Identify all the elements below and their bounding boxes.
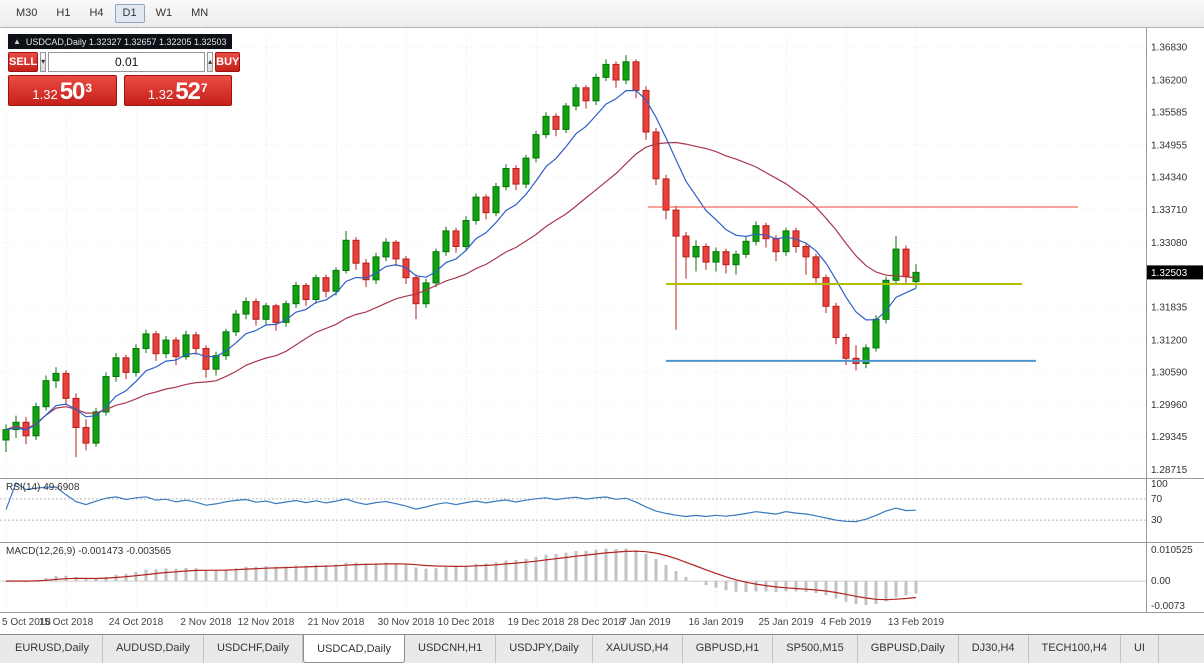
timeframe-button-w1[interactable]: W1 [155, 7, 173, 19]
rsi-axis-label: 70 [1151, 494, 1163, 505]
price-axis-label: 1.34340 [1151, 172, 1188, 183]
chart-tab-gbpusd-h1[interactable]: GBPUSD,H1 [683, 635, 774, 663]
date-label: 2 Nov 2018 [180, 617, 232, 628]
volume-increase-button[interactable]: ▴ [207, 52, 214, 72]
rsi-axis-label: 30 [1151, 515, 1163, 526]
rsi-indicator-panel[interactable]: RSI(14) 49.6908 100 70 30 [0, 478, 1204, 542]
chart-tab-usdcnh-h1[interactable]: USDCNH,H1 [405, 635, 497, 663]
macd-label: MACD(12,26,9) -0.001473 -0.003565 [6, 546, 172, 557]
main-price-chart-panel[interactable]: ▲ USDCAD,Daily 1.32327 1.32657 1.32205 1… [0, 28, 1204, 478]
date-label: 7 Jan 2019 [621, 617, 671, 628]
price-axis-label: 1.30590 [1151, 367, 1188, 378]
sell-price-tile[interactable]: 1.32 50 3 [8, 75, 117, 106]
buy-button[interactable]: BUY [215, 52, 241, 72]
date-label: 24 Oct 2018 [108, 617, 164, 628]
sell-price-prefix: 1.32 [32, 87, 58, 102]
buy-price-pip: 7 [200, 81, 208, 95]
macd-signal-line [5, 550, 917, 601]
macd-axis-label: 0.00 [1151, 576, 1171, 587]
chart-tab-eurusd-daily[interactable]: EURUSD,Daily [2, 635, 103, 663]
date-label: 13 Feb 2019 [887, 617, 945, 628]
chart-tab-dj30-h4[interactable]: DJ30,H4 [959, 635, 1029, 663]
macd-chart-canvas[interactable]: 0.010525 0.00 -0.0073 [0, 543, 1204, 612]
chart-tab-usdjpy-daily[interactable]: USDJPY,Daily [496, 635, 593, 663]
chart-tab-usdcad-daily[interactable]: USDCAD,Daily [303, 635, 406, 663]
sell-price-pip: 3 [85, 81, 93, 95]
timeframe-button-h1[interactable]: H1 [56, 7, 71, 19]
chevron-up-icon: ▴ [208, 57, 213, 66]
price-axis-label: 1.31835 [1151, 303, 1188, 314]
rsi-axis-label: 100 [1151, 479, 1168, 490]
collapse-icon[interactable]: ▲ [13, 37, 21, 46]
date-label: 4 Feb 2019 [820, 617, 872, 628]
date-label: 12 Nov 2018 [237, 617, 295, 628]
price-axis-label: 1.28715 [1151, 465, 1188, 476]
date-label: 28 Dec 2018 [567, 617, 625, 628]
buy-price-prefix: 1.32 [147, 87, 174, 102]
timeframe-toolbar: M30 H1 H4 D1 W1 MN [0, 0, 1204, 28]
price-axis-label: 1.29960 [1151, 400, 1188, 411]
macd-indicator-panel[interactable]: MACD(12,26,9) -0.001473 -0.003565 0.0105… [0, 542, 1204, 612]
volume-decrease-button[interactable]: ▾ [40, 52, 47, 72]
price-axis-label: 1.36830 [1151, 43, 1188, 54]
chart-tab-audusd-daily[interactable]: AUDUSD,Daily [103, 635, 204, 663]
chart-tab-usdchf-daily[interactable]: USDCHF,Daily [204, 635, 304, 663]
timeframe-button-m30[interactable]: M30 [16, 7, 38, 19]
slow-moving-average-line [5, 141, 917, 431]
macd-axis-label: 0.010525 [1151, 545, 1193, 556]
one-click-trading-panel: ▲ USDCAD,Daily 1.32327 1.32657 1.32205 1… [8, 34, 241, 106]
date-label: 15 Oct 2018 [38, 617, 94, 628]
price-axis-label: 1.31200 [1151, 336, 1188, 347]
price-chart-canvas[interactable]: 1.36830 1.36200 1.35585 1.34955 1.34340 1.337… [0, 28, 1204, 478]
timeframe-button-h4[interactable]: H4 [89, 7, 104, 19]
chevron-down-icon: ▾ [41, 57, 46, 66]
date-label: 25 Jan 2019 [758, 617, 814, 628]
time-axis[interactable]: 5 Oct 2018 15 Oct 2018 24 Oct 2018 2 Nov 20… [0, 612, 1204, 634]
chart-tab-ui[interactable]: UI [1121, 635, 1159, 663]
chart-tab-gbpusd-daily[interactable]: GBPUSD,Daily [858, 635, 959, 663]
date-label: 30 Nov 2018 [377, 617, 435, 628]
date-label: 21 Nov 2018 [307, 617, 365, 628]
current-price-badge [1147, 265, 1203, 280]
macd-axis-label: -0.0073 [1151, 601, 1185, 612]
buy-price-tile[interactable]: 1.32 52 7 [123, 75, 232, 106]
price-axis-label: 1.33080 [1151, 238, 1188, 249]
chart-title-bar[interactable]: ▲ USDCAD,Daily 1.32327 1.32657 1.32205 1… [8, 34, 232, 49]
price-axis-label: 1.34955 [1151, 140, 1188, 151]
rsi-line [5, 482, 917, 523]
chart-tab-sp500-m15[interactable]: SP500,M15 [773, 635, 858, 663]
timeframe-button-mn[interactable]: MN [191, 7, 209, 19]
chart-tab-tech100-h4[interactable]: TECH100,H4 [1029, 635, 1121, 663]
current-price-text: 1.32503 [1151, 268, 1188, 279]
price-axis-label: 1.36200 [1151, 76, 1188, 87]
date-label: 19 Dec 2018 [507, 617, 565, 628]
chart-tab-xauusd-h4[interactable]: XAUUSD,H4 [593, 635, 683, 663]
price-axis-label: 1.29345 [1151, 432, 1188, 443]
rsi-chart-canvas[interactable]: 100 70 30 [0, 479, 1204, 542]
chart-title-ohlc: USDCAD,Daily 1.32327 1.32657 1.32205 1.3… [25, 36, 227, 47]
date-label: 10 Dec 2018 [437, 617, 495, 628]
sell-button[interactable]: SELL [8, 52, 39, 72]
price-axis-label: 1.35585 [1151, 108, 1188, 119]
date-label: 16 Jan 2019 [688, 617, 744, 628]
chart-tab-bar: EURUSD,Daily AUDUSD,Daily USDCHF,Daily USDC… [0, 634, 1204, 663]
sell-price-big: 50 [59, 78, 86, 105]
date-label: 5 Oct 2018 [2, 617, 51, 628]
buy-price-big: 52 [175, 78, 201, 105]
volume-input[interactable] [48, 52, 206, 72]
timeframe-button-d1[interactable]: D1 [114, 4, 145, 23]
price-axis-label: 1.33710 [1151, 205, 1188, 216]
rsi-label: RSI(14) 49.6908 [6, 482, 80, 493]
fast-moving-average-line [5, 89, 917, 431]
